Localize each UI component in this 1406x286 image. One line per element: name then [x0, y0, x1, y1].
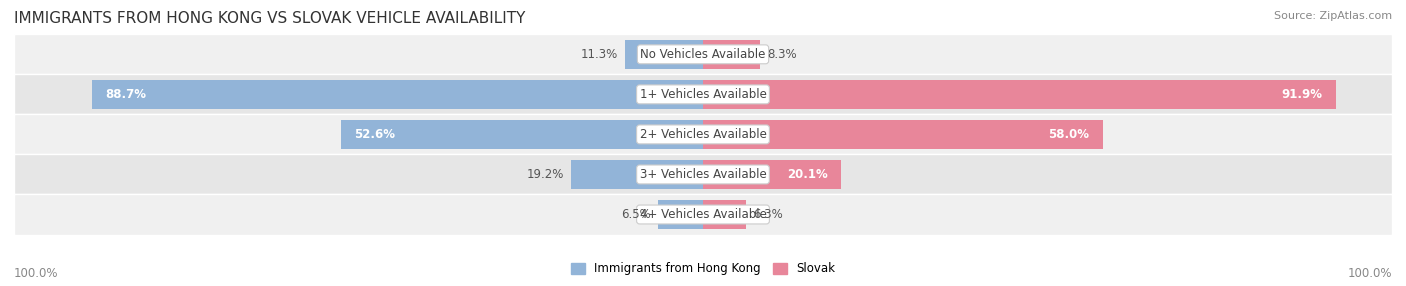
Bar [703, 80, 1336, 109]
Text: 6.5%: 6.5% [621, 208, 651, 221]
Text: 91.9%: 91.9% [1281, 88, 1323, 101]
Bar [14, 114, 1392, 154]
Text: 3+ Vehicles Available: 3+ Vehicles Available [640, 168, 766, 181]
Bar [626, 40, 703, 69]
Bar [571, 160, 703, 189]
Bar [14, 74, 1392, 114]
Text: 4+ Vehicles Available: 4+ Vehicles Available [640, 208, 766, 221]
Bar [703, 40, 761, 69]
Text: 19.2%: 19.2% [526, 168, 564, 181]
Bar [703, 200, 747, 229]
Text: 20.1%: 20.1% [787, 168, 828, 181]
Bar [14, 34, 1392, 74]
Text: 6.3%: 6.3% [754, 208, 783, 221]
Text: No Vehicles Available: No Vehicles Available [640, 48, 766, 61]
Text: 1+ Vehicles Available: 1+ Vehicles Available [640, 88, 766, 101]
Text: Source: ZipAtlas.com: Source: ZipAtlas.com [1274, 11, 1392, 21]
Text: 58.0%: 58.0% [1047, 128, 1088, 141]
Bar [14, 154, 1392, 194]
Text: 11.3%: 11.3% [581, 48, 619, 61]
Text: 88.7%: 88.7% [105, 88, 146, 101]
Bar [703, 160, 841, 189]
Text: 8.3%: 8.3% [768, 48, 797, 61]
Text: 2+ Vehicles Available: 2+ Vehicles Available [640, 128, 766, 141]
Bar [14, 194, 1392, 235]
Bar [703, 120, 1102, 149]
Bar [658, 200, 703, 229]
Text: 52.6%: 52.6% [354, 128, 395, 141]
Text: IMMIGRANTS FROM HONG KONG VS SLOVAK VEHICLE AVAILABILITY: IMMIGRANTS FROM HONG KONG VS SLOVAK VEHI… [14, 11, 526, 26]
Text: 100.0%: 100.0% [14, 267, 59, 280]
Legend: Immigrants from Hong Kong, Slovak: Immigrants from Hong Kong, Slovak [567, 258, 839, 280]
Bar [91, 80, 703, 109]
Text: 100.0%: 100.0% [1347, 267, 1392, 280]
Bar [340, 120, 703, 149]
